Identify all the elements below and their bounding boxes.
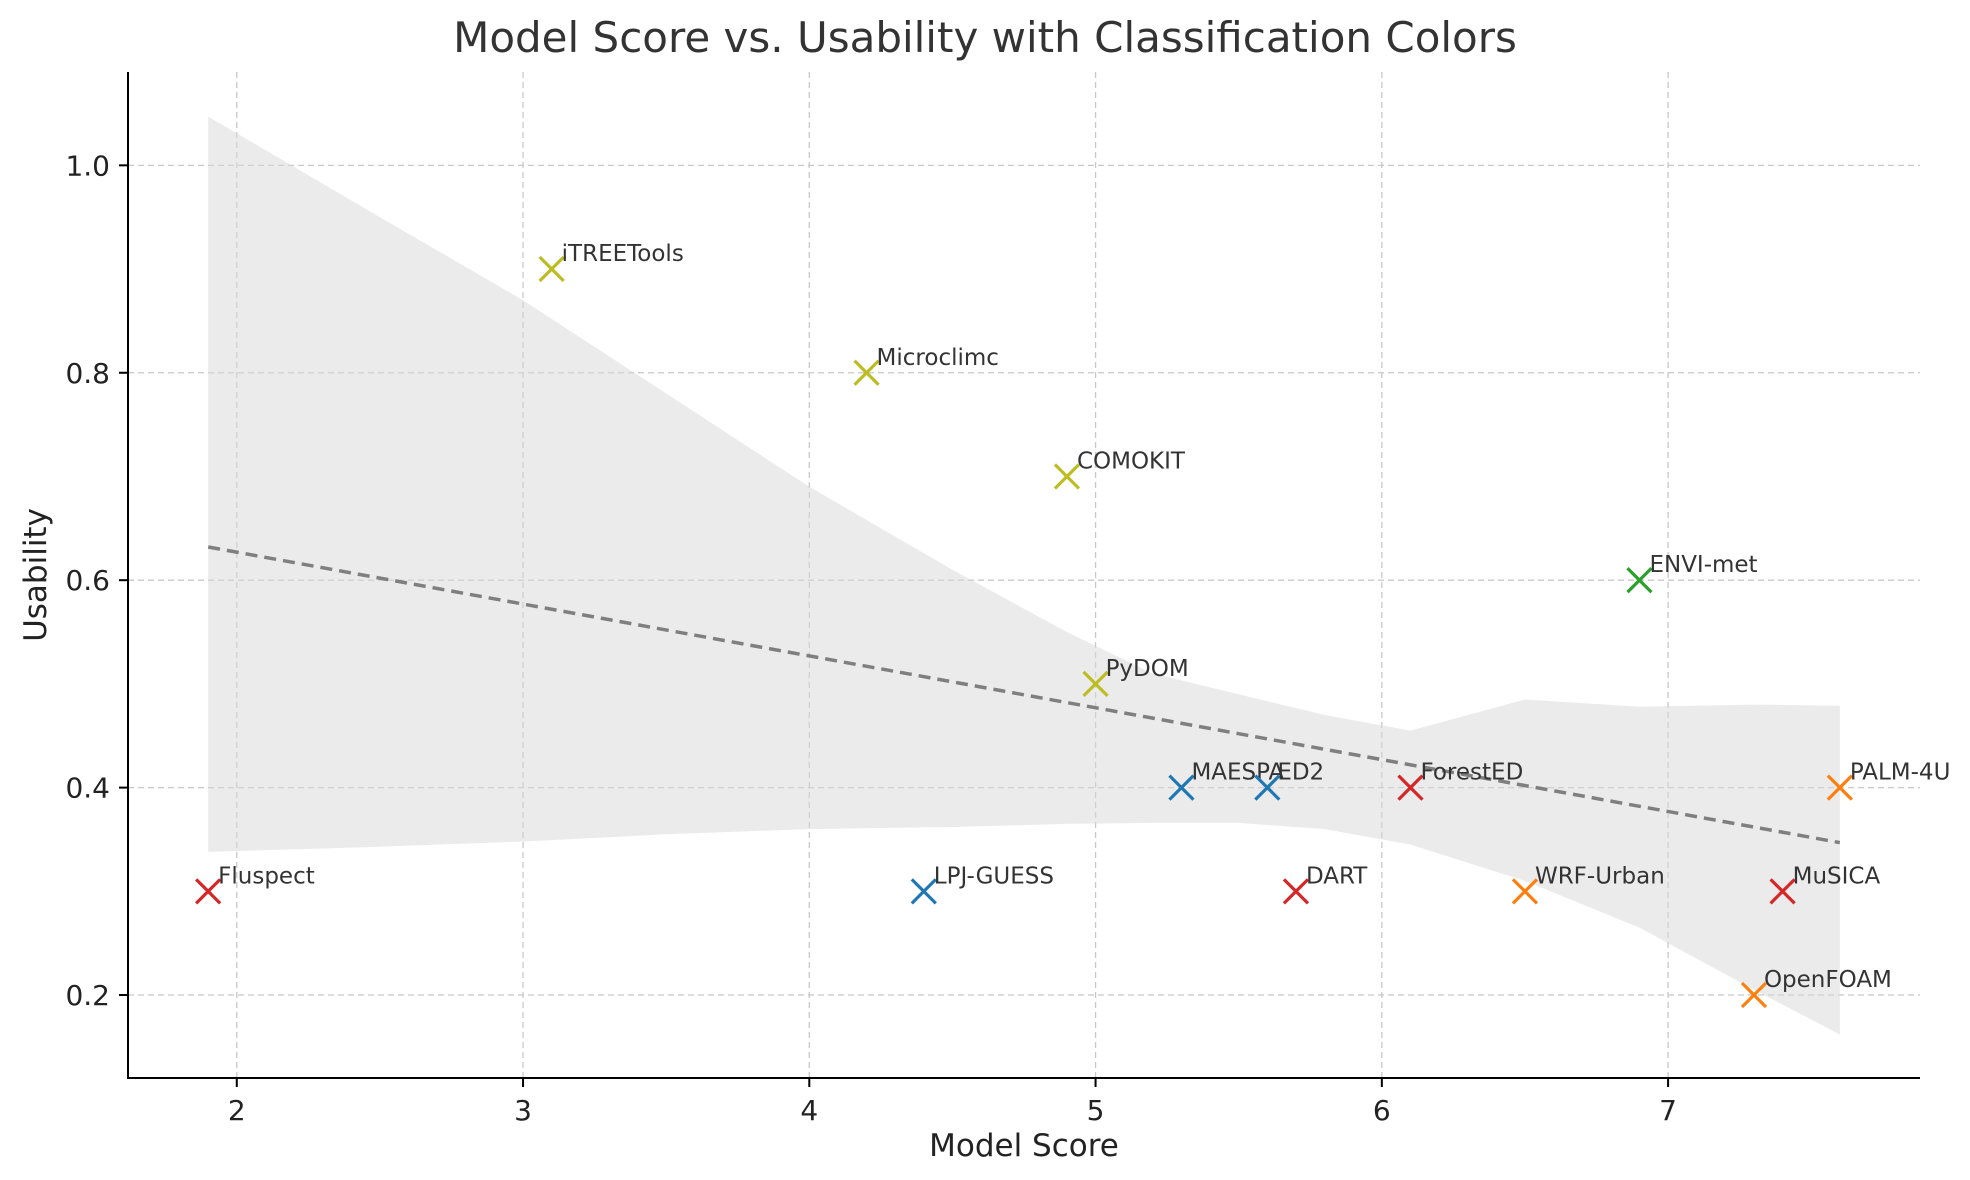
y-tick-label: 0.8 [65,357,110,390]
point-label: ED2 [1277,760,1324,786]
point-marker [1397,774,1424,801]
point-marker [1740,981,1768,1009]
point-label: ENVI-met [1649,552,1757,578]
data-point: ED2 [1254,760,1324,801]
point-label: COMOKIT [1077,448,1186,474]
axis-ticks: 2 3 4 5 6 7 0.2 0.4 0.6 0.8 1.0 [65,149,1677,1127]
data-point: PyDOM [1082,656,1189,698]
x-tick-label: 2 [228,1094,246,1127]
y-tick-label: 0.2 [65,979,110,1012]
point-label: WRF-Urban [1535,863,1665,889]
x-tick-label: 6 [1373,1094,1391,1127]
x-axis-label: Model Score [929,1128,1119,1164]
x-tick-label: 7 [1659,1094,1677,1127]
data-point: MuSICA [1769,863,1881,905]
confidence-band [208,116,1840,1035]
point-marker [538,255,565,283]
point-marker [1826,774,1853,801]
data-point: LPJ-GUESS [910,863,1054,905]
data-point: iTREETools [538,241,684,283]
point-label: Fluspect [218,863,315,889]
point-label: iTREETools [562,241,684,267]
data-points: Fluspect iTREETools Microclimc LPJ-GUESS COM… [195,241,1951,1009]
y-tick-label: 1.0 [65,149,110,182]
trend-line [207,545,1841,845]
y-tick-label: 0.4 [65,772,110,805]
point-marker [1769,878,1796,905]
point-marker [1282,878,1310,905]
data-point: OpenFOAM [1740,967,1892,1009]
point-label: DART [1306,863,1368,889]
point-label: MuSICA [1793,863,1881,889]
point-marker [1053,463,1081,490]
point-label: LPJ-GUESS [934,863,1054,889]
data-point: Fluspect [195,863,315,905]
point-label: OpenFOAM [1764,967,1892,993]
x-tick-label: 5 [1087,1094,1105,1127]
data-point: MAESPA [1168,760,1285,801]
y-tick-label: 0.6 [65,564,110,597]
data-point: DART [1282,863,1368,905]
point-marker [910,878,937,905]
data-point: COMOKIT [1053,448,1186,490]
point-label: PALM-4U [1850,760,1951,786]
data-point: WRF-Urban [1511,863,1665,905]
chart-title: Model Score vs. Usability with Classific… [453,13,1517,62]
x-tick-label: 3 [514,1094,532,1127]
point-marker [195,878,222,905]
point-label: PyDOM [1106,656,1189,682]
point-marker [1626,567,1653,594]
data-point: ENVI-met [1626,552,1758,594]
x-tick-label: 4 [800,1094,818,1127]
point-marker [1254,774,1281,801]
point-marker [1168,774,1195,801]
point-label: ForestED [1420,760,1523,786]
point-marker [1082,670,1109,698]
point-marker [853,359,880,386]
y-axis-label: Usability [18,508,54,642]
point-marker [1511,878,1539,905]
point-label: MAESPA [1191,760,1284,786]
data-point: PALM-4U [1826,760,1951,801]
data-point: ForestED [1397,760,1523,801]
point-label: Microclimc [877,345,999,371]
data-point: Microclimc [853,345,999,386]
